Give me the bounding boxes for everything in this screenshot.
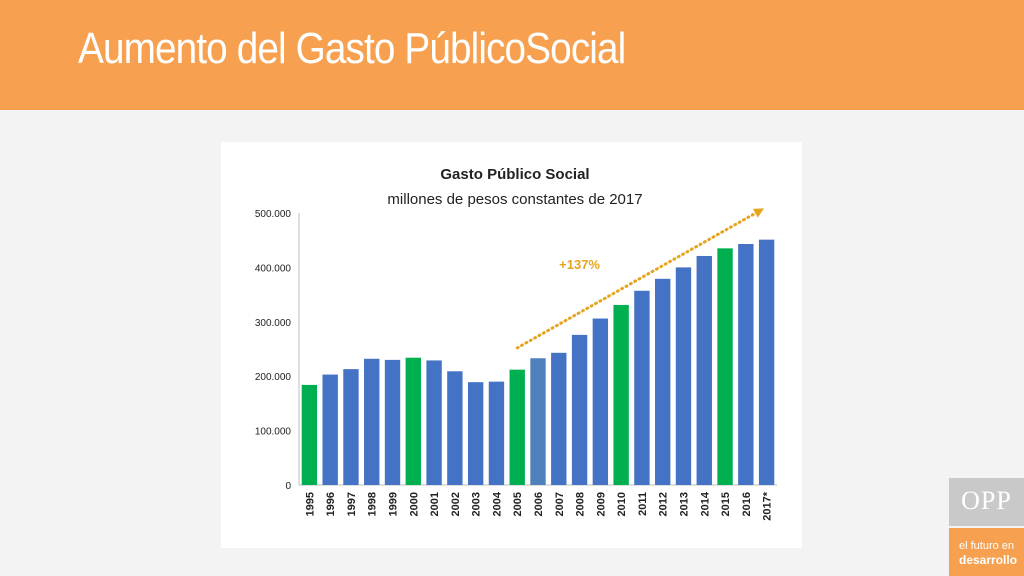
x-tick-label: 1999 (388, 492, 400, 516)
y-tick-label: 500.000 (255, 209, 292, 220)
bar-2003 (467, 382, 484, 485)
bar-2011 (634, 290, 650, 485)
x-tick-label: 2004 (491, 491, 503, 516)
x-tick-label: 2008 (575, 492, 587, 516)
bar-2014 (696, 255, 712, 485)
bar-1998 (364, 358, 380, 485)
y-tick-label: 200.000 (255, 372, 292, 383)
logo-text: OPP (961, 486, 1012, 515)
x-tick-label: 2010 (616, 492, 628, 516)
y-tick-label: 300.000 (255, 318, 292, 329)
bar-2012 (655, 278, 671, 485)
bar-2004 (488, 381, 505, 485)
x-tick-label: 1996 (325, 492, 337, 516)
bar-chart: Gasto Público Social millones de pesos c… (255, 166, 777, 521)
x-tick-label: 2002 (450, 492, 462, 516)
x-tick-label: 2009 (595, 492, 607, 516)
trend-arrow-head (752, 208, 765, 218)
x-tick-label: 2012 (658, 492, 670, 516)
title-banner: Aumento del Gasto PúblicoSocial (0, 0, 1024, 110)
x-tick-label: 2001 (429, 492, 441, 516)
slide-title: Aumento del Gasto PúblicoSocial (78, 24, 626, 73)
bar-1997 (343, 369, 359, 485)
bar-2002 (447, 371, 463, 485)
x-tick-label: 2017* (762, 491, 774, 520)
bar-2000 (405, 357, 421, 485)
y-tick-label: 400.000 (255, 263, 292, 274)
bar-2008 (571, 334, 588, 485)
x-tick-label: 2013 (678, 492, 690, 516)
x-tick-label: 2003 (471, 492, 483, 516)
bar-2013 (675, 267, 692, 485)
opp-logo: OPP (949, 478, 1024, 526)
chart-card: Gasto Público Social millones de pesos c… (221, 142, 802, 548)
bar-2007 (551, 352, 567, 485)
bar-2010 (613, 304, 629, 485)
bar-2001 (426, 360, 442, 485)
x-tick-label: 1998 (367, 492, 379, 516)
growth-annotation: +137% (559, 257, 600, 272)
x-tick-label: 2000 (408, 492, 420, 516)
bar-1995 (301, 384, 318, 485)
tagline-line-2: desarrollo (959, 553, 1018, 567)
bar-1996 (322, 374, 338, 485)
chart-subtitle: millones de pesos constantes de 2017 (387, 191, 642, 208)
y-tick-label: 0 (285, 481, 291, 492)
x-tick-label: 1997 (346, 492, 358, 516)
tagline-line-1: el futuro en (959, 540, 1015, 552)
chart-title: Gasto Público Social (440, 166, 589, 183)
bar-2006 (530, 358, 546, 485)
bar-2005 (509, 369, 525, 485)
x-tick-label: 2006 (533, 492, 545, 516)
bar-2015 (717, 248, 733, 485)
y-tick-label: 100.000 (255, 427, 292, 438)
x-tick-label: 2015 (720, 492, 732, 516)
bar-2016 (738, 244, 754, 485)
x-tick-label: 2007 (554, 492, 566, 516)
trend-arrow-line (515, 208, 763, 350)
x-tick-label: 2011 (637, 492, 649, 516)
bar-1999 (384, 359, 401, 485)
x-tick-label: 2016 (741, 492, 753, 516)
x-tick-label: 2005 (512, 492, 524, 516)
x-tick-label: 1995 (304, 492, 316, 516)
x-tick-label: 2014 (699, 491, 711, 516)
tagline-box: el futuro en desarrollo (949, 528, 1024, 576)
bar-2009 (592, 318, 609, 485)
bar-2017 (758, 239, 775, 485)
